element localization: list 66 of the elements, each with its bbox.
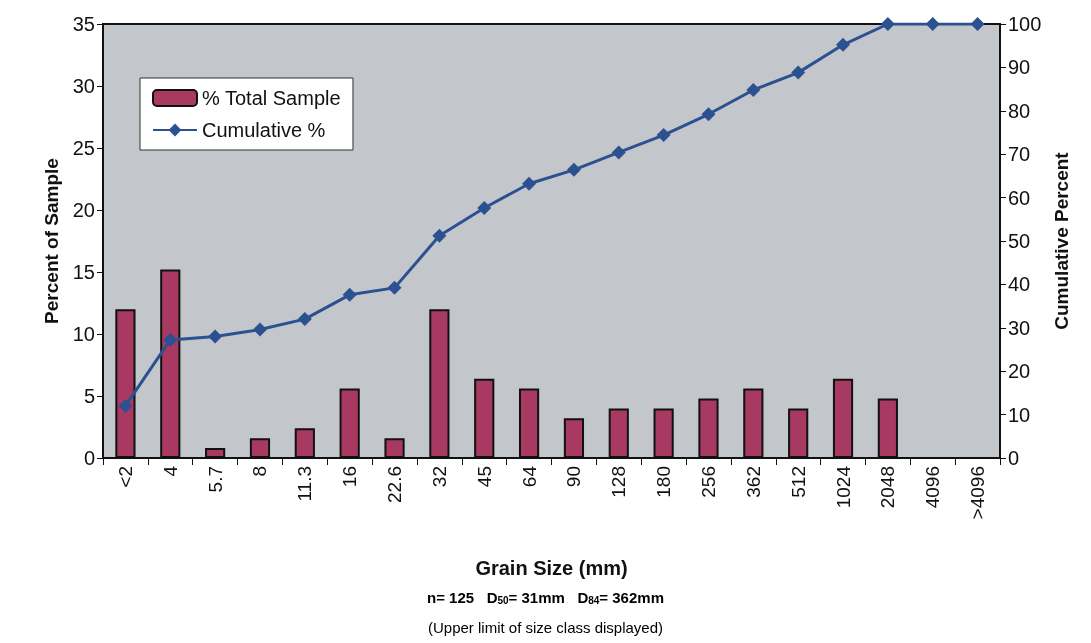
x-tick-label: 22.6 <box>384 466 406 503</box>
y2-tick-label: 50 <box>1008 230 1031 252</box>
point <box>208 329 223 344</box>
x-tick-label: 1024 <box>832 465 854 509</box>
x-tick-label: 512 <box>787 466 809 498</box>
point <box>656 128 671 143</box>
x-tick-label: 64 <box>518 465 540 488</box>
y2-axis-title: Cumulative Percent <box>1051 151 1073 330</box>
point <box>297 312 312 327</box>
point <box>252 322 267 337</box>
y2-tick-label: 80 <box>1008 99 1031 122</box>
point <box>522 176 537 191</box>
point <box>118 398 133 413</box>
y-tick-label: 20 <box>72 199 95 221</box>
x-tick-label: 5.7 <box>204 466 226 493</box>
x-tick-label: 16 <box>339 466 361 488</box>
point <box>387 280 402 295</box>
x-tick-label: 256 <box>697 466 719 498</box>
x-tick-label: >4096 <box>967 466 989 520</box>
point <box>566 162 581 177</box>
point <box>432 228 447 243</box>
point <box>163 332 178 347</box>
point <box>611 145 626 160</box>
x-tick-label: 45 <box>473 466 495 488</box>
x-tick-label: 4 <box>159 465 181 477</box>
point <box>880 17 895 31</box>
y2-tick-label: 40 <box>1008 273 1031 296</box>
text: (Upper limit of size class displayed) <box>427 619 664 636</box>
point <box>701 107 716 122</box>
y-tick-label: 10 <box>72 323 95 345</box>
text: n= 125 D50= 31mm D84= 362mm <box>427 589 664 606</box>
y2-tick-label: 100 <box>1008 13 1042 35</box>
y-tick-label: 35 <box>72 13 95 35</box>
y2-tick-label: 20 <box>1008 360 1031 383</box>
x-tick-label: 180 <box>653 466 675 498</box>
x-tick-label: 128 <box>608 466 630 498</box>
y-tick-label: 15 <box>72 261 95 283</box>
legend-label: Cumulative % <box>202 119 326 141</box>
y2-tick-label: 30 <box>1008 316 1031 339</box>
y2-tick-label: 90 <box>1008 56 1031 79</box>
point <box>477 201 492 216</box>
y2-tick-label: 60 <box>1008 186 1031 209</box>
x-axis-title: Grain Size (mm) <box>475 557 628 579</box>
y-tick-label: 5 <box>83 385 95 407</box>
point <box>791 65 806 80</box>
y2-tick-label: 70 <box>1008 143 1031 166</box>
x-tick-label: 11.3 <box>294 466 316 502</box>
y2-tick-label: 0 <box>1008 447 1020 469</box>
y-axis-title: Percent of Sample <box>41 158 62 324</box>
y-tick-label: 30 <box>72 75 95 97</box>
y2-tick-label: 10 <box>1008 403 1031 426</box>
point <box>970 17 985 31</box>
y-tick-label: 25 <box>72 137 95 159</box>
point <box>925 17 940 31</box>
point <box>342 287 357 302</box>
x-tick-label: 32 <box>428 466 450 488</box>
y-tick-label: 0 <box>83 447 95 469</box>
x-tick-label: 8 <box>249 466 271 477</box>
x-tick-label: 4096 <box>922 466 944 509</box>
x-tick-label: <2 <box>114 466 136 488</box>
x-tick-label: 90 <box>563 466 585 488</box>
point <box>746 82 761 97</box>
x-tick-label: 2048 <box>877 466 899 509</box>
legend-label: % Total Sample <box>202 87 341 109</box>
point <box>836 37 851 52</box>
x-tick-label: 362 <box>742 466 764 498</box>
